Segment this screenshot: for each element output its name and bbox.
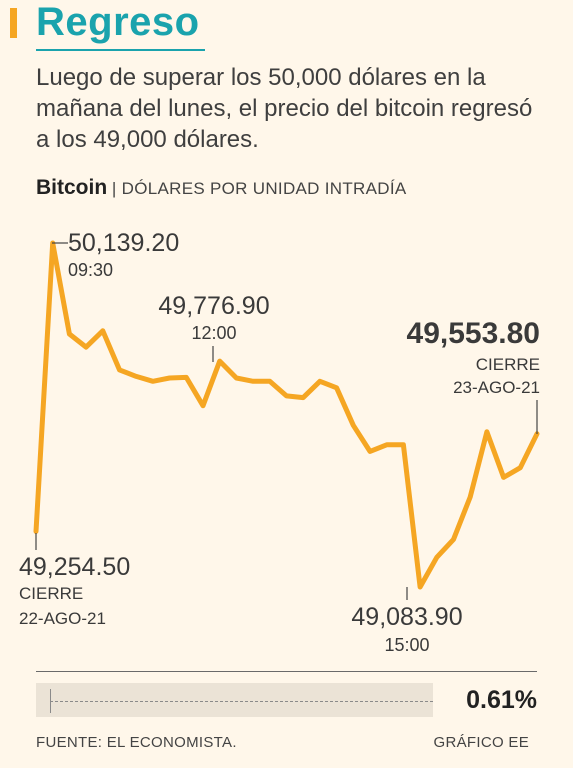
annotation-max-value: 50,139.20	[68, 229, 179, 257]
chart-label-unit: | DÓLARES POR UNIDAD INTRADÍA	[111, 179, 407, 198]
change-dashed-line	[50, 701, 433, 702]
annotation-open-date: 22-AGO-21	[19, 609, 106, 628]
bottom-rule	[36, 671, 537, 672]
source-text: FUENTE: EL ECONOMISTA.	[36, 734, 237, 751]
annotation-open-value: 49,254.50	[19, 553, 130, 581]
chart-label: Bitcoin | DÓLARES POR UNIDAD INTRADÍA	[36, 176, 407, 200]
annotation-close-status: CIERRE	[476, 355, 540, 374]
annotation-noon-time: 12:00	[191, 323, 236, 343]
annotation-max-time: 09:30	[68, 260, 113, 280]
page-title: Regreso	[36, 0, 200, 44]
series-line	[33, 240, 540, 590]
annotation-min-time: 15:00	[384, 635, 429, 655]
annotation-min-value: 49,083.90	[351, 603, 462, 631]
change-value: 0.61%	[466, 686, 537, 714]
annotation-noon-value: 49,776.90	[158, 292, 269, 320]
change-bar	[36, 683, 433, 717]
line-chart: 50,139.20 09:30 49,776.90 12:00 49,553.8…	[19, 229, 540, 655]
credit-text: GRÁFICO EE	[433, 734, 529, 751]
annotation-close-date: 23-AGO-21	[453, 378, 540, 397]
chart-label-name: Bitcoin	[36, 176, 108, 199]
subtitle: Luego de superar los 50,000 dólares en l…	[36, 64, 533, 153]
accent-bar	[10, 8, 17, 38]
title-underline	[36, 49, 205, 51]
annotation-open-status: CIERRE	[19, 584, 83, 603]
annotation-close-value: 49,553.80	[407, 317, 540, 350]
